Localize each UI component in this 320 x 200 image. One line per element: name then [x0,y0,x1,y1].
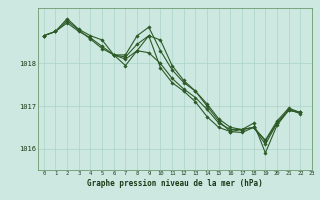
X-axis label: Graphe pression niveau de la mer (hPa): Graphe pression niveau de la mer (hPa) [87,179,263,188]
